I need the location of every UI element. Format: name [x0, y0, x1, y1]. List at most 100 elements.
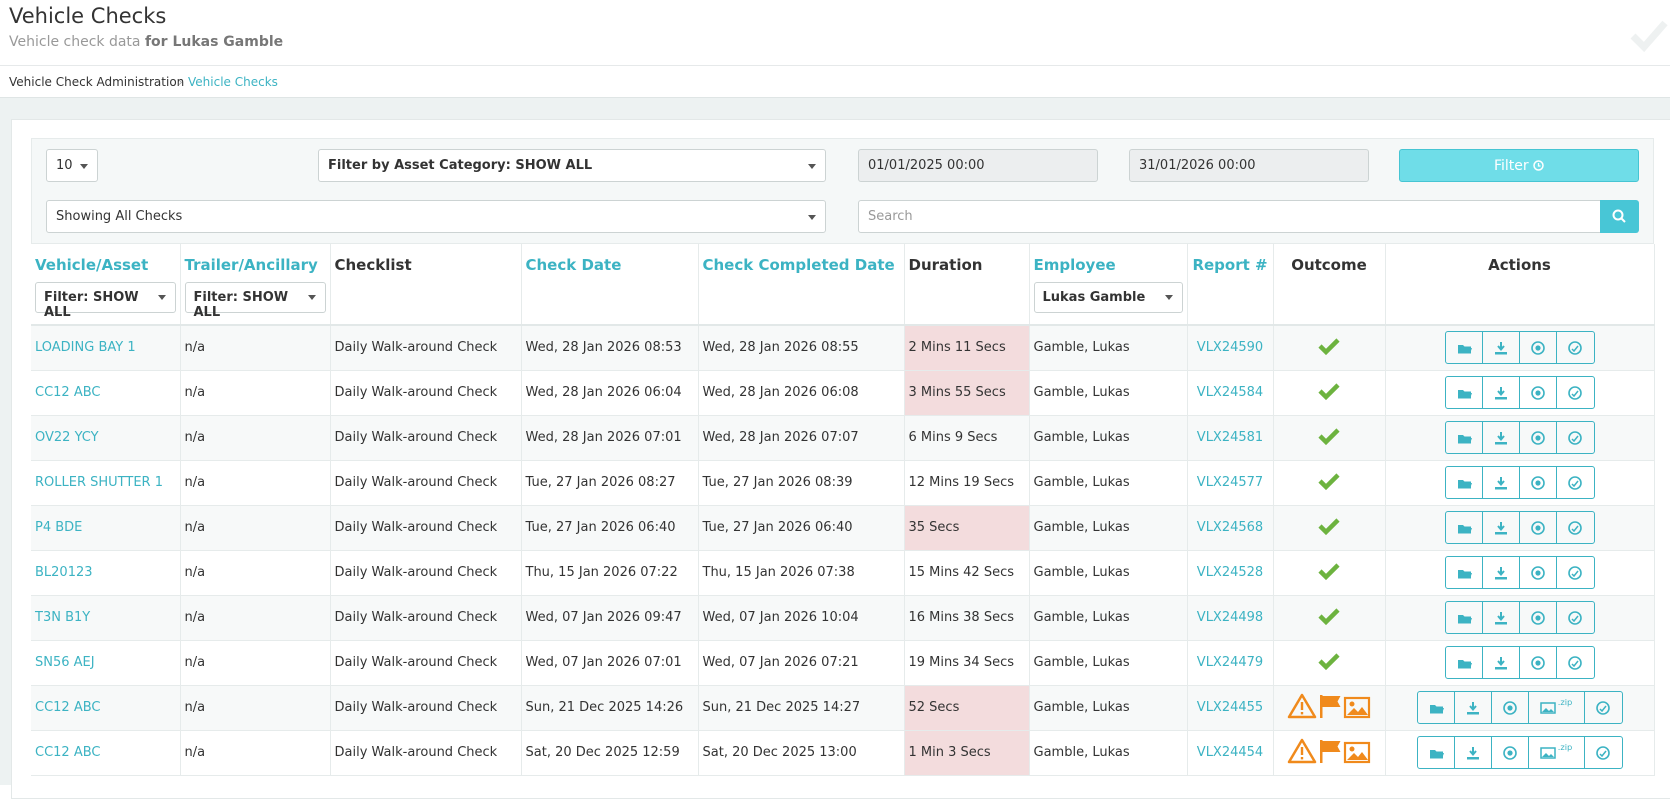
report-link[interactable]: VLX24455 — [1196, 700, 1264, 715]
action-gauge[interactable] — [1557, 602, 1594, 633]
image-icon — [1539, 746, 1556, 759]
table-cell: n/a — [180, 505, 331, 551]
action-download[interactable] — [1483, 422, 1520, 453]
column-label[interactable]: Check Completed Date — [702, 256, 895, 274]
asset-category-select[interactable]: Filter by Asset Category: SHOW ALL — [318, 149, 826, 182]
action-image[interactable]: .zip — [1529, 737, 1585, 768]
column-label[interactable]: Report # — [1192, 256, 1268, 274]
action-view[interactable] — [1520, 422, 1557, 453]
asset-link[interactable]: T3N B1Y — [35, 610, 91, 625]
asset-link[interactable]: P4 BDE — [35, 520, 83, 535]
action-view[interactable] — [1492, 737, 1529, 768]
table-cell: Gamble, Lukas — [1029, 325, 1188, 371]
action-open[interactable] — [1446, 647, 1483, 678]
report-link[interactable]: VLX24577 — [1196, 475, 1264, 490]
action-open[interactable] — [1446, 557, 1483, 588]
report-link[interactable]: VLX24581 — [1196, 430, 1264, 445]
cell-text: Tue, 27 Jan 2026 08:27 — [525, 475, 676, 490]
cell-text: Daily Walk-around Check — [334, 565, 498, 580]
header-row: Vehicle/Asset Filter: SHOW ALL Trailer/Anc… — [31, 244, 1655, 326]
action-open[interactable] — [1446, 467, 1483, 498]
report-link[interactable]: VLX24568 — [1196, 520, 1264, 535]
action-view[interactable] — [1520, 647, 1557, 678]
report-link[interactable]: VLX24590 — [1196, 340, 1264, 356]
table-cell: 3 Mins 55 Secs — [904, 370, 1030, 416]
asset-link[interactable]: CC12 ABC — [35, 745, 101, 760]
cell-text: Daily Walk-around Check — [334, 475, 498, 490]
report-link[interactable]: VLX24528 — [1196, 565, 1264, 580]
action-gauge[interactable] — [1557, 557, 1594, 588]
action-download[interactable] — [1455, 737, 1492, 768]
report-link[interactable]: VLX24479 — [1196, 655, 1264, 670]
action-open[interactable] — [1446, 602, 1483, 633]
action-download[interactable] — [1483, 557, 1520, 588]
report-link[interactable]: VLX24584 — [1196, 385, 1264, 400]
action-gauge[interactable] — [1585, 737, 1622, 768]
report-link[interactable]: VLX24454 — [1196, 745, 1264, 760]
action-view[interactable] — [1520, 377, 1557, 408]
action-open[interactable] — [1418, 737, 1455, 768]
action-open[interactable] — [1446, 512, 1483, 543]
check-scope-select[interactable]: Showing All Checks — [46, 200, 826, 233]
column-label[interactable]: Trailer/Ancillary — [184, 256, 318, 274]
action-view[interactable] — [1520, 332, 1557, 364]
action-buttons — [1444, 556, 1595, 589]
action-gauge[interactable] — [1557, 647, 1594, 678]
cell-text: Wed, 28 Jan 2026 08:55 — [702, 340, 859, 356]
asset-link[interactable]: BL20123 — [35, 565, 93, 580]
filter-button[interactable]: Filter — [1399, 149, 1639, 182]
report-link[interactable]: VLX24498 — [1196, 610, 1264, 625]
action-open[interactable] — [1446, 377, 1483, 408]
action-view[interactable] — [1520, 602, 1557, 633]
action-view[interactable] — [1520, 467, 1557, 498]
cell-text: Sun, 21 Dec 2025 14:26 — [525, 700, 684, 715]
cell-text: Wed, 28 Jan 2026 06:08 — [702, 385, 859, 400]
view-icon — [1530, 520, 1545, 535]
column-filter-select[interactable]: Lukas Gamble — [1033, 282, 1183, 313]
action-download[interactable] — [1483, 512, 1520, 543]
column-label[interactable]: Employee — [1033, 256, 1116, 274]
action-gauge[interactable] — [1557, 467, 1594, 498]
action-open[interactable] — [1446, 422, 1483, 453]
table-cell: Gamble, Lukas — [1029, 460, 1188, 506]
action-gauge[interactable] — [1557, 422, 1594, 453]
asset-link[interactable]: CC12 ABC — [35, 700, 101, 715]
table-cell: VLX24498 — [1187, 595, 1274, 641]
action-download[interactable] — [1455, 692, 1492, 723]
date-to-input[interactable]: 31/01/2026 00:00 — [1129, 149, 1369, 182]
column-label[interactable]: Check Date — [525, 256, 622, 274]
action-gauge[interactable] — [1557, 512, 1594, 543]
action-view[interactable] — [1520, 557, 1557, 588]
action-download[interactable] — [1483, 332, 1520, 364]
action-image[interactable]: .zip — [1529, 692, 1585, 723]
breadcrumb-link[interactable]: Vehicle Check Administration — [9, 75, 184, 89]
column-filter-select[interactable]: Filter: SHOW ALL — [35, 282, 176, 320]
action-gauge[interactable] — [1557, 377, 1594, 408]
action-open[interactable] — [1446, 332, 1483, 364]
column-filter-select[interactable]: Filter: SHOW ALL — [184, 282, 326, 320]
action-buttons — [1444, 466, 1595, 499]
cell-text: Thu, 15 Jan 2026 07:38 — [702, 565, 855, 580]
action-gauge[interactable] — [1585, 692, 1622, 723]
search-input[interactable]: Search — [858, 200, 1601, 233]
action-gauge[interactable] — [1557, 332, 1594, 363]
asset-link[interactable]: SN56 AEJ — [35, 655, 95, 670]
asset-link[interactable]: CC12 ABC — [35, 385, 101, 400]
action-download[interactable] — [1483, 377, 1520, 408]
action-open[interactable] — [1418, 692, 1455, 723]
action-download[interactable] — [1483, 647, 1520, 678]
asset-link[interactable]: LOADING BAY 1 — [35, 340, 136, 356]
asset-link[interactable]: OV22 YCY — [35, 430, 99, 445]
date-from-input[interactable]: 01/01/2025 00:00 — [858, 149, 1098, 182]
asset-link[interactable]: ROLLER SHUTTER 1 — [35, 475, 163, 490]
page-size-select[interactable]: 10 — [46, 149, 98, 182]
action-view[interactable] — [1492, 692, 1529, 723]
table-cell: Sun, 21 Dec 2025 14:27 — [698, 685, 905, 731]
action-download[interactable] — [1483, 602, 1520, 633]
search-placeholder: Search — [868, 209, 913, 224]
column-label[interactable]: Vehicle/Asset — [35, 256, 149, 274]
action-download[interactable] — [1483, 467, 1520, 498]
breadcrumb-item[interactable]: Vehicle Check Administration — [9, 75, 185, 89]
search-button[interactable] — [1600, 200, 1639, 233]
action-view[interactable] — [1520, 512, 1557, 543]
